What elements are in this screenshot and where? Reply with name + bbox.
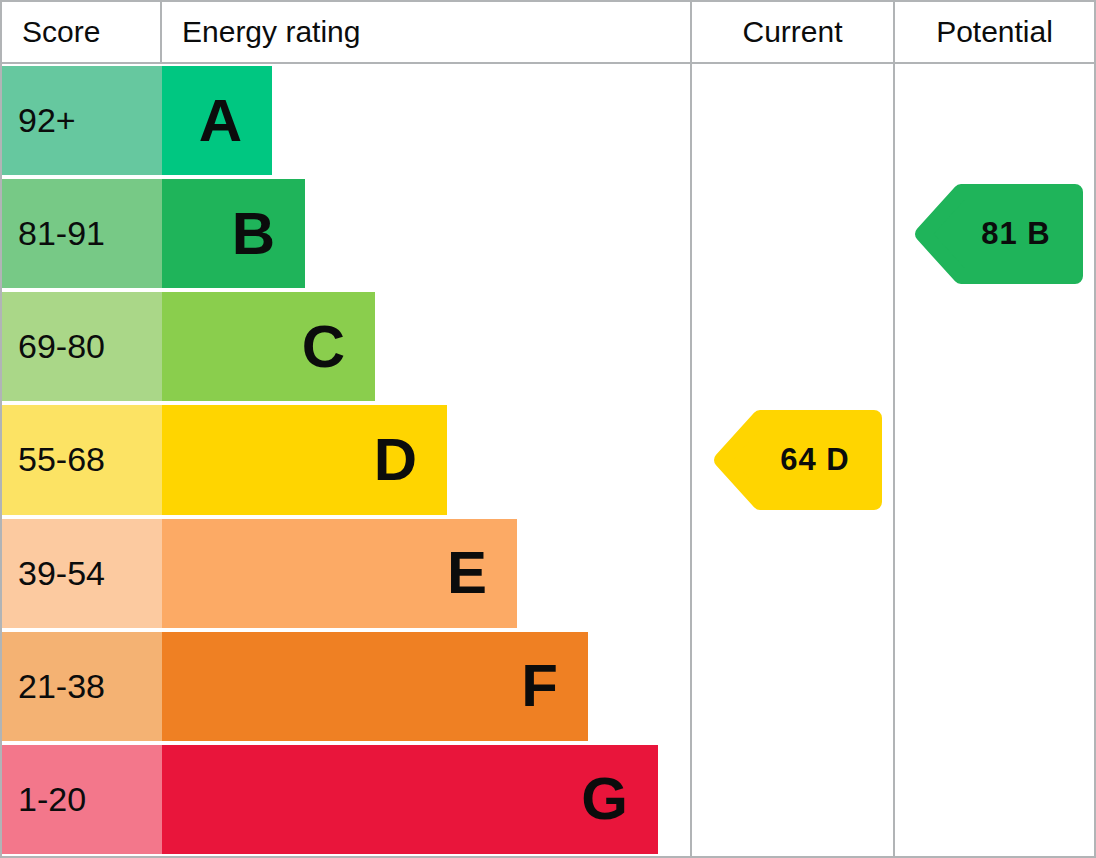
chart-body: 92+ A 81-91 B 81 B 69-80 C xyxy=(2,64,1094,856)
current-cell xyxy=(690,64,893,177)
band-row-f: 21-38 F xyxy=(2,630,1094,743)
header-potential: Potential xyxy=(893,2,1094,62)
current-cell xyxy=(690,630,893,743)
header-row: Score Energy rating Current Potential xyxy=(2,2,1094,64)
band-row-b: 81-91 B 81 B xyxy=(2,177,1094,290)
potential-cell xyxy=(893,403,1094,516)
score-range-cell: 55-68 xyxy=(2,405,162,514)
band-row-a: 92+ A xyxy=(2,64,1094,177)
band-row-e: 39-54 E xyxy=(2,517,1094,630)
score-range-label: 69-80 xyxy=(18,327,105,366)
header-score: Score xyxy=(2,2,160,62)
band-bar: E xyxy=(162,519,517,628)
band-letter: B xyxy=(232,204,275,264)
band-letter: G xyxy=(581,769,628,829)
current-cell xyxy=(690,517,893,630)
band-letter: A xyxy=(199,91,242,151)
current-cell xyxy=(690,290,893,403)
score-range-cell: 92+ xyxy=(2,66,162,175)
potential-cell xyxy=(893,290,1094,403)
band-row-g: 1-20 G xyxy=(2,743,1094,856)
current-cell xyxy=(690,743,893,856)
score-range-label: 39-54 xyxy=(18,554,105,593)
potential-cell: 81 B xyxy=(893,177,1094,290)
score-range-label: 81-91 xyxy=(18,214,105,253)
score-range-label: 21-38 xyxy=(18,667,105,706)
energy-rating-cell: F xyxy=(162,630,690,743)
current-rating-arrow: 64 D xyxy=(712,410,882,510)
energy-rating-cell: E xyxy=(162,517,690,630)
potential-rating-arrow: 81 B xyxy=(913,184,1083,284)
potential-cell xyxy=(893,517,1094,630)
band-bar: B xyxy=(162,179,305,288)
score-range-cell: 1-20 xyxy=(2,745,162,854)
current-rating-arrow-label: 64 D xyxy=(756,410,874,510)
potential-cell xyxy=(893,64,1094,177)
band-row-c: 69-80 C xyxy=(2,290,1094,403)
band-letter: F xyxy=(521,656,558,716)
potential-cell xyxy=(893,630,1094,743)
band-letter: E xyxy=(447,543,487,603)
score-range-cell: 39-54 xyxy=(2,519,162,628)
current-cell xyxy=(690,177,893,290)
band-letter: C xyxy=(302,317,345,377)
score-range-cell: 81-91 xyxy=(2,179,162,288)
energy-rating-cell: G xyxy=(162,743,690,856)
score-range-label: 55-68 xyxy=(18,440,105,479)
band-bar: D xyxy=(162,405,447,514)
potential-rating-arrow-label: 81 B xyxy=(957,184,1075,284)
current-cell: 64 D xyxy=(690,403,893,516)
score-range-cell: 69-80 xyxy=(2,292,162,401)
score-range-label: 92+ xyxy=(18,101,76,140)
header-energy-rating: Energy rating xyxy=(160,2,690,62)
energy-rating-cell: A xyxy=(162,64,690,177)
energy-rating-cell: C xyxy=(162,290,690,403)
header-current: Current xyxy=(690,2,893,62)
band-bar: G xyxy=(162,745,658,854)
band-bar: A xyxy=(162,66,272,175)
band-bar: F xyxy=(162,632,588,741)
score-range-cell: 21-38 xyxy=(2,632,162,741)
energy-rating-cell: D xyxy=(162,403,690,516)
epc-rating-chart: Score Energy rating Current Potential 92… xyxy=(0,0,1096,858)
energy-rating-cell: B xyxy=(162,177,690,290)
potential-cell xyxy=(893,743,1094,856)
band-letter: D xyxy=(374,430,417,490)
score-range-label: 1-20 xyxy=(18,780,86,819)
band-row-d: 55-68 D 64 D xyxy=(2,403,1094,516)
band-bar: C xyxy=(162,292,375,401)
